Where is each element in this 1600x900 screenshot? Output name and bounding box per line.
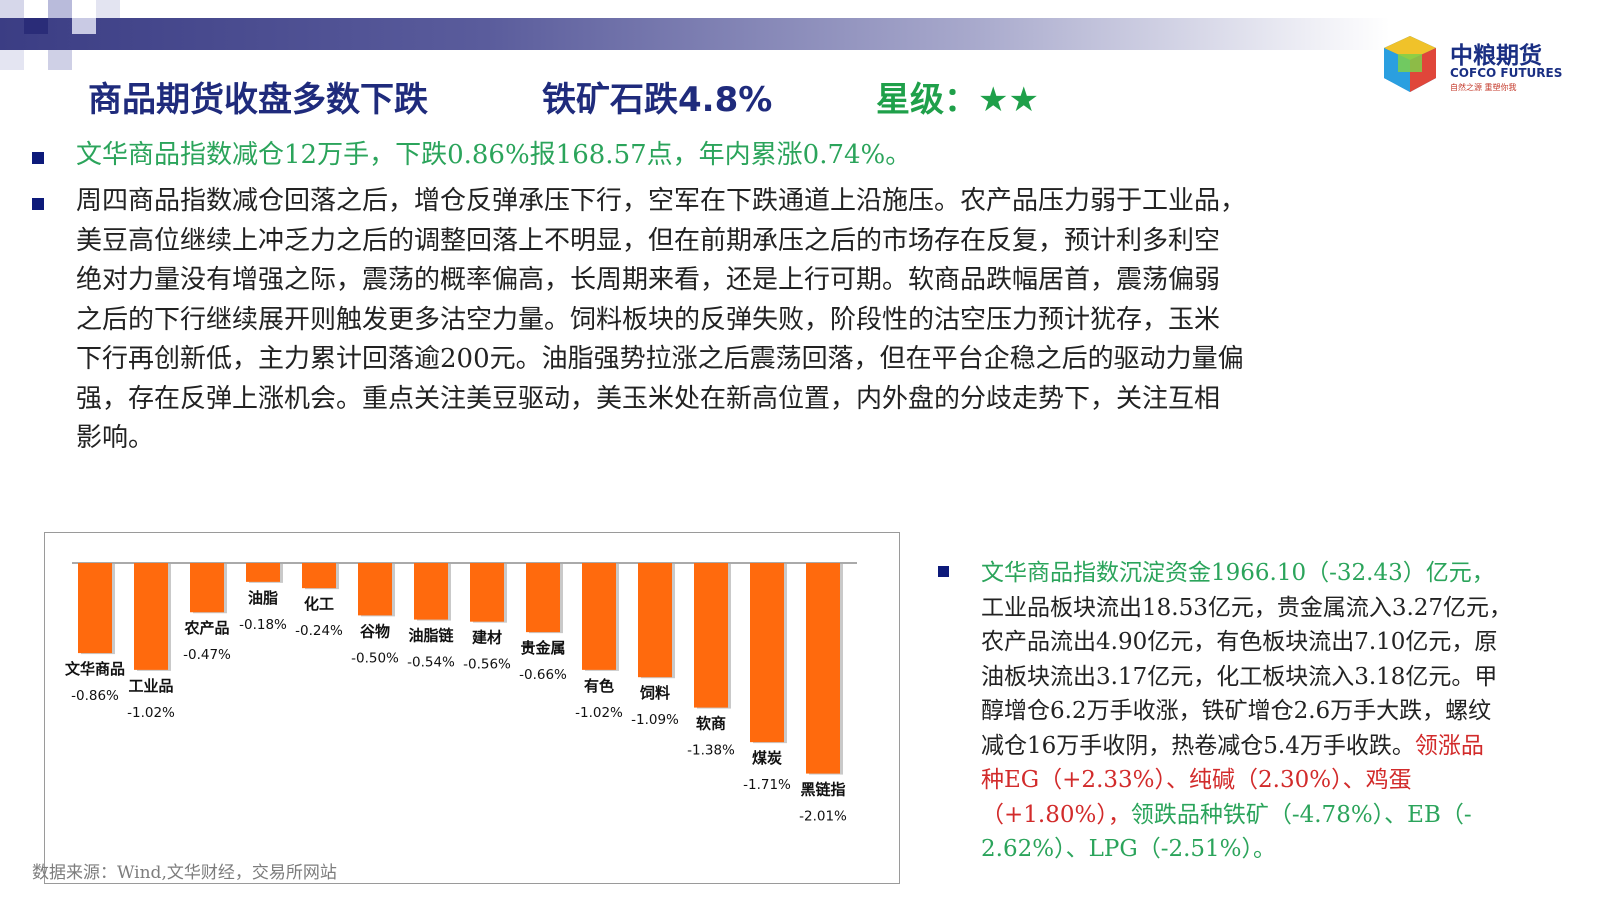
category-label: 黑链指 bbox=[800, 781, 845, 799]
value-label: -0.66% bbox=[519, 667, 567, 683]
index-summary: 文华商品指数减仓12万手，下跌0.86%报168.57点，年内累涨0.74%。 bbox=[76, 140, 912, 170]
bar-有色 bbox=[582, 563, 616, 670]
value-label: -1.71% bbox=[743, 777, 791, 793]
bar-工业品 bbox=[134, 563, 168, 670]
category-label: 建材 bbox=[472, 629, 502, 647]
header-deco-square bbox=[24, 18, 48, 34]
value-label: -0.24% bbox=[295, 623, 343, 639]
sector-change-chart: 文华商品 -0.86% 工业品 -1.02% 农产品 -0.47% 油脂 -0.18% 化工 -0… bbox=[44, 532, 900, 884]
bar-煤炭 bbox=[750, 563, 784, 743]
category-label: 农产品 bbox=[183, 619, 229, 637]
category-label: 饲料 bbox=[639, 684, 670, 702]
cube-logo-icon bbox=[1384, 36, 1436, 92]
bar-贵金属 bbox=[526, 563, 560, 633]
cofco-logo: 中粮期货 COFCO FUTURES 自然之源 重塑你我 bbox=[1378, 30, 1578, 100]
value-label: -2.01% bbox=[799, 809, 847, 825]
commentary-line: 之后的下行继续展开则触发更多沽空力量。饲料板块的反弹失败，阶段性的沽空压力预计犹… bbox=[76, 304, 1221, 335]
bullet-icon bbox=[32, 152, 44, 164]
bar-软商 bbox=[694, 563, 728, 708]
value-label: -0.18% bbox=[239, 617, 287, 633]
bar-谷物 bbox=[358, 563, 392, 616]
flow-line: 醇增仓6.2万手收涨，铁矿增仓2.6万手大跌，螺纹 bbox=[981, 698, 1492, 724]
value-label: -1.09% bbox=[631, 712, 679, 728]
flow-line: 文华商品指数沉淀资金1966.10（-32.43）亿元， bbox=[981, 560, 1495, 586]
logo-name: 中粮期货 bbox=[1450, 43, 1542, 69]
value-label: -1.02% bbox=[575, 705, 623, 721]
category-label: 化工 bbox=[304, 595, 334, 613]
category-label: 油脂 bbox=[248, 589, 278, 607]
laggards-line: 2.62%）、LPG（-2.51%）。 bbox=[981, 836, 1277, 862]
header-deco-square bbox=[48, 0, 72, 18]
category-label: 有色 bbox=[584, 677, 614, 695]
value-label: -1.38% bbox=[687, 743, 735, 759]
category-label: 软商 bbox=[696, 715, 726, 733]
fund-flow-summary: 文华商品指数沉淀资金1966.10（-32.43）亿元， 工业品板块流出18.5… bbox=[981, 556, 1596, 867]
flow-line: 减仓16万手收阴，热卷减仓5.4万手收跌。领涨品 bbox=[981, 729, 1596, 764]
value-label: -0.50% bbox=[351, 650, 399, 666]
flow-line: （+1.80%），领跌品种铁矿（-4.78%）、EB（- bbox=[981, 798, 1596, 833]
flow-line: 油板块流出3.17亿元，化工板块流入3.18亿元。甲 bbox=[981, 663, 1498, 690]
header-deco-square bbox=[72, 18, 96, 34]
flow-text: 减仓16万手收阴，热卷减仓5.4万手收跌。 bbox=[981, 732, 1415, 759]
bar-化工 bbox=[302, 563, 336, 589]
market-commentary: 周四商品指数减仓回落之后，增仓反弹承压下行，空军在下跌通道上沿施压。农产品压力弱… bbox=[76, 182, 1576, 459]
category-label: 工业品 bbox=[128, 677, 173, 695]
bar-文华商品 bbox=[78, 563, 112, 654]
commentary-line: 强，存在反弹上涨机会。重点关注美豆驱动，美玉米处在新高位置，内外盘的分歧走势下，… bbox=[76, 383, 1221, 414]
flow-line: 工业品板块流出18.53亿元，贵金属流入3.27亿元， bbox=[981, 594, 1513, 621]
commentary-line: 下行再创新低，主力累计回落逾200元。油脂强势拉涨之后震荡回落，但在平台企稳之后… bbox=[76, 344, 1244, 374]
category-label: 煤炭 bbox=[752, 749, 782, 767]
value-label: -0.86% bbox=[71, 688, 119, 704]
leaders-text: 领涨品 bbox=[1414, 732, 1484, 759]
flow-line: 农产品流出4.90亿元，有色板块流出7.10亿元，原 bbox=[981, 629, 1498, 655]
page-title: 商品期货收盘多数下跌 bbox=[88, 80, 428, 120]
bar-chart-svg: 文华商品 -0.86% 工业品 -1.02% 农产品 -0.47% 油脂 -0.18% 化工 -0… bbox=[65, 562, 857, 825]
commentary-line: 绝对力量没有增强之际，震荡的概率偏高，长周期来看，还是上行可期。软商品跌幅居首，… bbox=[76, 265, 1221, 295]
header-deco-square bbox=[96, 0, 120, 18]
logo-english: COFCO FUTURES bbox=[1450, 66, 1563, 80]
value-label: -0.47% bbox=[183, 647, 231, 663]
laggards-text: 领跌品种铁矿（-4.78%）、EB（- bbox=[1130, 801, 1472, 828]
value-label: -1.02% bbox=[127, 705, 175, 721]
commentary-line: 美豆高位继续上冲乏力之后的调整回落上不明显，但在前期承压之后的市场存在反复，预计… bbox=[76, 225, 1221, 256]
category-label: 油脂链 bbox=[408, 627, 454, 645]
bullet-icon bbox=[938, 566, 949, 577]
bar-饲料 bbox=[638, 563, 672, 678]
leaders-text: （+1.80%）， bbox=[981, 801, 1131, 828]
value-label: -0.56% bbox=[463, 657, 511, 673]
commentary-line: 周四商品指数减仓回落之后，增仓反弹承压下行，空军在下跌通道上沿施压。农产品压力弱… bbox=[76, 186, 1247, 216]
data-source: 数据来源：Wind,文华财经，交易所网站 bbox=[32, 863, 337, 883]
page-subtitle: 铁矿石跌4.8% bbox=[542, 80, 773, 120]
bullet-icon bbox=[32, 198, 44, 210]
bar-农产品 bbox=[190, 563, 224, 613]
bar-黑链指 bbox=[806, 563, 840, 774]
category-label: 文华商品 bbox=[65, 660, 125, 678]
category-label: 谷物 bbox=[360, 622, 390, 640]
header-band bbox=[0, 18, 1390, 50]
header-deco-square bbox=[0, 0, 24, 18]
category-label: 贵金属 bbox=[520, 639, 565, 657]
bar-建材 bbox=[470, 563, 504, 622]
leaders-line: 种EG（+2.33%）、纯碱（2.30%）、鸡蛋 bbox=[981, 767, 1412, 793]
header-deco-square bbox=[48, 50, 72, 70]
logo-slogan: 自然之源 重塑你我 bbox=[1450, 83, 1517, 92]
bar-油脂链 bbox=[414, 563, 448, 620]
rating: 星级：★★ bbox=[876, 80, 1039, 120]
commentary-line: 影响。 bbox=[76, 423, 155, 453]
bar-油脂 bbox=[246, 563, 280, 582]
header-deco-square bbox=[0, 50, 24, 70]
value-label: -0.54% bbox=[407, 655, 455, 671]
